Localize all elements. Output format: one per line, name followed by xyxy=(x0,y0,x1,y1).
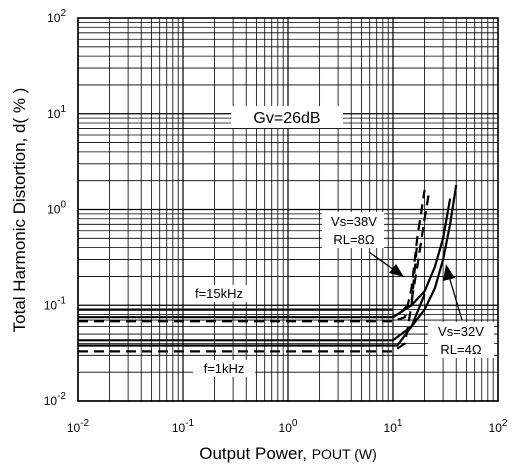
y-tick-label: 100 xyxy=(47,200,66,217)
gain-label: Gv=26dB xyxy=(253,110,320,127)
series-group xyxy=(78,184,458,353)
vs38-label-line1: Vs=38V xyxy=(331,214,377,229)
f-high-label: f=15kHz xyxy=(195,286,243,301)
vs38-label-line2: RL=8Ω xyxy=(333,232,374,247)
vs32-label-line1: Vs=32V xyxy=(438,324,484,339)
f-low-label-box xyxy=(193,360,255,377)
x-tick-label: 10-1 xyxy=(172,418,195,435)
gain-label-box xyxy=(231,106,343,128)
series-line-4 xyxy=(78,184,458,342)
x-tick-label: 100 xyxy=(279,418,298,435)
vs38-arrow-head xyxy=(389,264,404,277)
series-line-1 xyxy=(78,189,426,323)
y-axis-title: Total Harmonic Distortion, d( % ) xyxy=(10,88,29,333)
x-tick-label: 101 xyxy=(384,418,403,435)
x-tick-label: 102 xyxy=(489,418,508,435)
series-line-3 xyxy=(400,192,431,313)
vs32-label-line2: RL=4Ω xyxy=(440,342,481,357)
series-line-2 xyxy=(78,242,419,353)
vs32-label-box xyxy=(428,322,494,358)
y-tick-label: 10-1 xyxy=(44,295,67,312)
series-line-7 xyxy=(78,293,426,347)
vs38-arrow-line xyxy=(368,251,398,273)
f-high-label-box xyxy=(186,285,252,302)
vs32-arrow-head xyxy=(443,264,455,281)
vs38-label-box xyxy=(322,212,384,248)
y-tick-label: 101 xyxy=(47,104,66,121)
x-tick-label: 10-2 xyxy=(67,418,90,435)
series-line-5 xyxy=(78,198,452,319)
f-low-label: f=1kHz xyxy=(204,361,245,376)
vs32-arrow-line xyxy=(447,272,463,321)
y-tick-label: 102 xyxy=(47,8,66,25)
x-axis-title: Output Power, POUT (W) xyxy=(199,444,377,463)
y-tick-label: 10-2 xyxy=(44,391,67,408)
plot-frame xyxy=(77,17,499,402)
tick-labels: 10-2 10-1 100 101 102 102 101 100 10-1 10-2 xyxy=(44,8,508,435)
